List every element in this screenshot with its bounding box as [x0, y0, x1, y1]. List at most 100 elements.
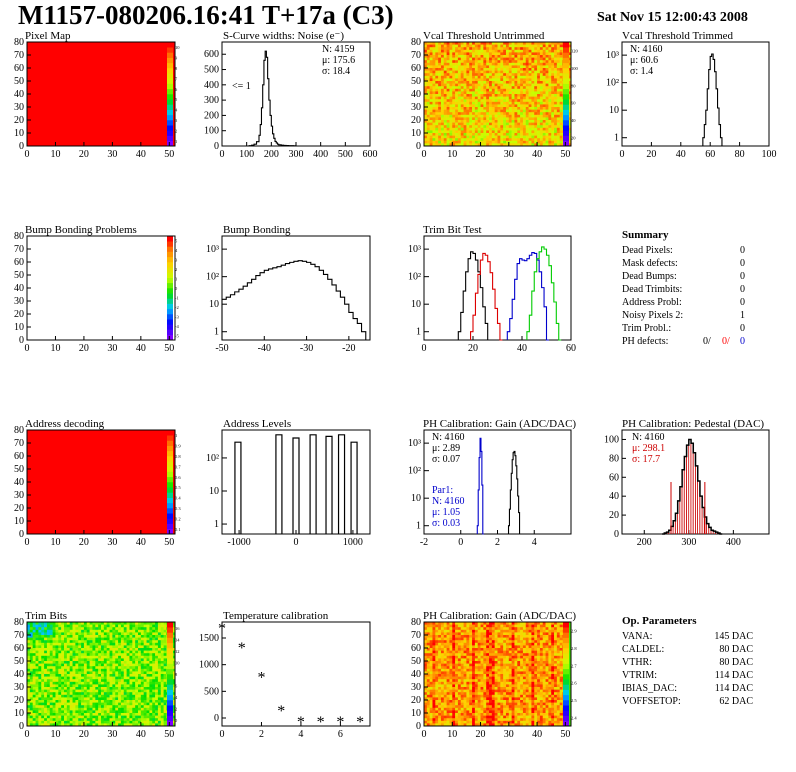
heatmap-cell [469, 91, 473, 95]
heatmap-cell [160, 655, 164, 659]
heatmap-cell [426, 653, 430, 657]
heatmap-cell [559, 120, 563, 123]
heatmap-cell [157, 648, 162, 651]
heatmap-cell [78, 668, 82, 672]
heatmap-cell [163, 710, 167, 714]
heatmap-cell [41, 637, 45, 641]
y-tick-label: 10² [606, 78, 619, 89]
heatmap-cell [115, 668, 119, 672]
heatmap-cell [432, 655, 436, 659]
heatmap-cell [41, 679, 45, 683]
heatmap-cell [81, 702, 85, 706]
heatmap-cell [568, 117, 572, 121]
palette-step [167, 440, 173, 446]
heatmap-cell [92, 666, 96, 670]
scatter-point: * [218, 620, 226, 637]
heatmap-cell [438, 697, 442, 701]
heatmap-cell [472, 133, 476, 136]
palette-step [167, 251, 173, 258]
heatmap-cell [457, 60, 462, 64]
heatmap-cell [432, 694, 436, 698]
heatmap-cell [426, 122, 430, 126]
heatmap-cell [491, 138, 495, 142]
heatmap-cell [446, 52, 450, 56]
heatmap-cell [469, 83, 473, 87]
heatmap-cell [537, 120, 541, 123]
heatmap-cell [135, 668, 139, 672]
heatmap-cell [61, 692, 65, 696]
heatmap-cell [556, 107, 560, 110]
heatmap-cell [435, 655, 439, 659]
heatmap-cell [78, 674, 82, 677]
heatmap-cell [83, 666, 88, 670]
heatmap-cell [548, 140, 552, 144]
heatmap-cell [152, 687, 156, 690]
heatmap-cell [514, 55, 518, 58]
heatmap-cell [438, 138, 442, 142]
heatmap-cell [545, 101, 549, 105]
heatmap-cell [138, 689, 142, 693]
heatmap-cell [480, 78, 484, 82]
heatmap-cell [66, 627, 70, 631]
heatmap-cell [135, 624, 139, 628]
heatmap-cell [548, 68, 552, 71]
heatmap-cell [157, 645, 162, 649]
heatmap-cell [559, 70, 563, 74]
heatmap-cell [435, 718, 439, 722]
heatmap-cell [424, 60, 428, 64]
heatmap-cell [38, 663, 42, 667]
heatmap-cell [66, 629, 70, 633]
heatmap-cell [568, 94, 572, 97]
y-tick-label: 1 [416, 521, 421, 532]
heatmap-cell [477, 91, 481, 95]
heatmap-cell [126, 627, 130, 631]
heatmap-cell [75, 622, 79, 625]
heatmap-cell [486, 70, 490, 74]
heatmap-cell [112, 640, 116, 644]
heatmap-cell [78, 720, 82, 724]
heatmap-cell [155, 676, 159, 680]
heatmap-cell [511, 70, 515, 74]
heatmap-cell [545, 81, 549, 84]
heatmap-cell [89, 658, 93, 662]
heatmap-cell [115, 689, 119, 693]
heatmap-cell [469, 99, 473, 103]
heatmap-cell [126, 671, 130, 675]
heatmap-cell [494, 130, 498, 134]
heatmap-cell [35, 723, 39, 727]
heatmap-cell [424, 710, 428, 714]
heatmap-cell [429, 83, 433, 87]
heatmap-cell [435, 629, 439, 633]
heatmap-cell [58, 627, 62, 631]
heatmap-cell [438, 666, 442, 670]
heatmap-cell [69, 710, 73, 714]
heatmap-cell [152, 627, 156, 631]
heatmap-cell [556, 135, 560, 139]
heatmap-cell [160, 689, 164, 693]
heatmap-cell [472, 49, 476, 53]
heatmap-cell [75, 632, 79, 636]
heatmap-cell [146, 648, 150, 651]
heatmap-cell [531, 44, 535, 48]
heatmap-cell [568, 47, 572, 51]
heatmap-cell [72, 674, 76, 677]
heatmap-cell [545, 88, 549, 92]
heatmap-cell [545, 83, 549, 87]
heatmap-cell [435, 692, 439, 696]
heatmap-cell [32, 679, 36, 683]
heatmap-cell [101, 715, 105, 719]
heatmap-cell [27, 676, 31, 680]
x-tick-label: -2 [420, 537, 428, 548]
heatmap-cell [140, 653, 144, 657]
heatmap-cell [440, 88, 445, 92]
heatmap-cell [32, 635, 36, 638]
heatmap-cell [424, 52, 428, 56]
heatmap-cell [27, 720, 31, 724]
heatmap-cell [432, 117, 436, 121]
heatmap-cell [497, 57, 501, 61]
palette-label: 4 [175, 248, 178, 253]
heatmap-cell [132, 655, 136, 659]
heatmap-cell [92, 668, 96, 672]
heatmap-cell [98, 671, 102, 675]
heatmap-cell [75, 713, 79, 716]
